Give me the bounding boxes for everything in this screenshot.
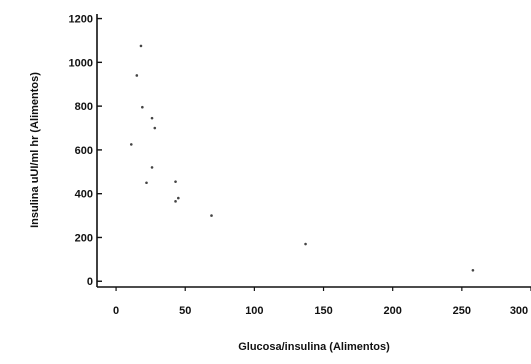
- data-point: [129, 143, 133, 146]
- x-tick-label: 100: [245, 305, 263, 317]
- data-point: [174, 180, 177, 183]
- y-ticks: 0 200 400 600 800 1000 1200: [69, 14, 102, 288]
- y-axis-title: Insulina uUI/ml hr (Alimentos): [29, 72, 41, 228]
- data-point: [153, 126, 157, 130]
- data-point: [174, 200, 177, 203]
- data-point: [210, 214, 213, 217]
- x-tick-label: 0: [113, 305, 119, 317]
- y-tick-label: 1200: [69, 14, 93, 26]
- x-axis-title: Glucosa/insulina (Alimentos): [238, 341, 390, 353]
- data-point: [145, 181, 148, 185]
- x-tick-label: 250: [453, 305, 471, 317]
- data-point: [177, 196, 180, 200]
- data-point: [135, 74, 139, 77]
- y-tick-label: 1000: [69, 57, 93, 69]
- y-tick-label: 600: [75, 145, 93, 157]
- data-point: [141, 105, 144, 109]
- data-points: [129, 44, 475, 272]
- data-point: [150, 166, 154, 169]
- x-tick-label: 300: [510, 305, 528, 317]
- y-tick-label: 400: [75, 189, 93, 201]
- y-tick-label: 0: [87, 276, 93, 288]
- x-tick-label: 200: [384, 305, 402, 317]
- x-axis: 0 50 100 150 200 250 300: [97, 286, 531, 317]
- data-point: [304, 242, 307, 246]
- data-point: [139, 44, 143, 48]
- y-axis: 0 200 400 600 800 1000 1200: [69, 14, 102, 288]
- x-tick-label: 150: [314, 305, 332, 317]
- x-ticks: 0 50 100 150 200 250 300: [113, 287, 531, 317]
- x-tick-label: 50: [179, 305, 191, 317]
- data-point: [471, 268, 475, 272]
- y-tick-label: 800: [75, 101, 93, 113]
- data-point: [150, 116, 154, 120]
- y-tick-label: 200: [75, 232, 93, 244]
